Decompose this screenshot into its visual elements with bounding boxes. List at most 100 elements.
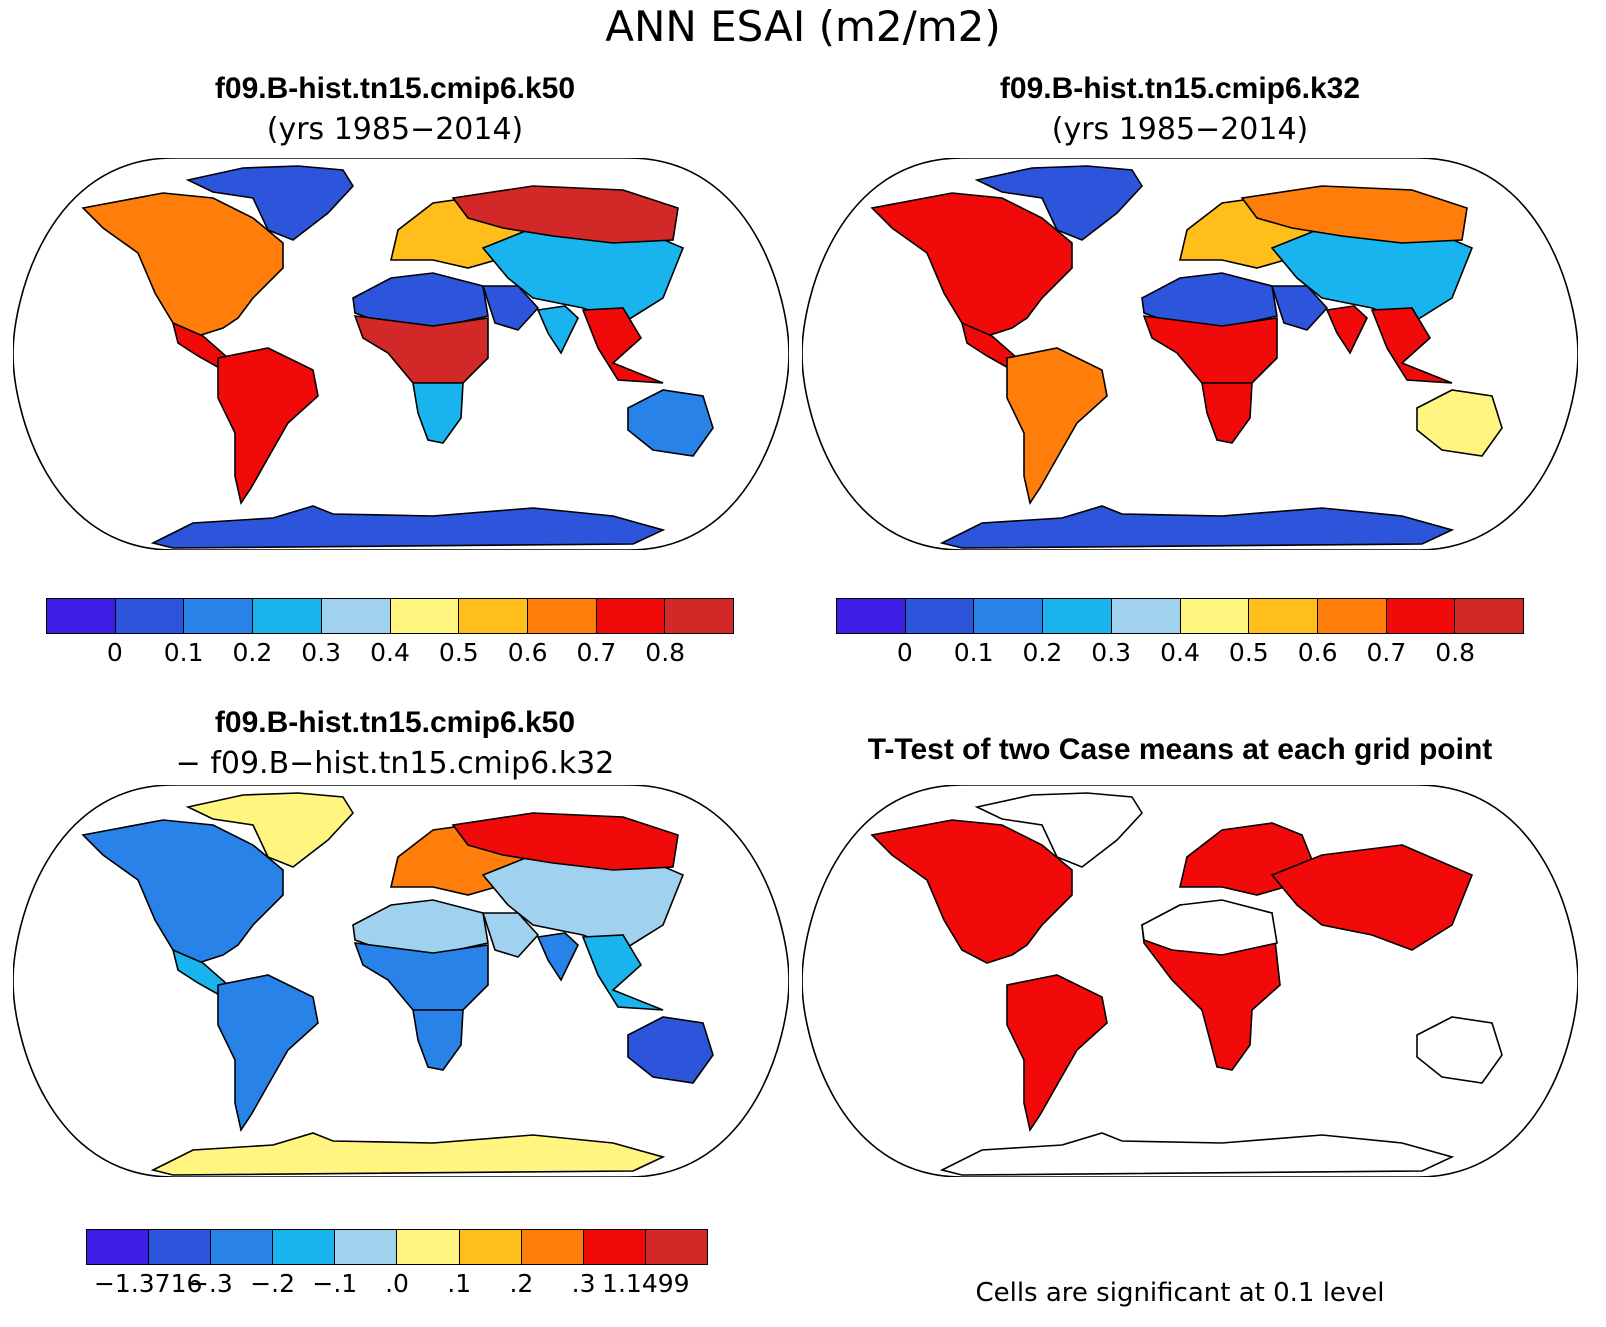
significance-note: Cells are significant at 0.1 level <box>975 1278 1385 1308</box>
colorbar-tick-label: 0.1 <box>953 638 994 667</box>
colorbar-tick-label: 0.4 <box>1160 638 1200 667</box>
colorbar-swatch <box>115 599 185 633</box>
panel-1-title: f09.B-hist.tn15.cmip6.k50 <box>214 72 576 105</box>
colorbar-swatch <box>335 1230 398 1264</box>
region-greenland <box>974 165 1144 241</box>
panel-2-colorbar <box>836 598 1524 634</box>
region-north-america <box>870 192 1073 337</box>
region-antarctica <box>150 505 666 549</box>
region-southern-africa <box>412 1009 464 1071</box>
colorbar-tick-label: 0.4 <box>370 638 410 667</box>
colorbar-tick-label: 0.8 <box>1435 638 1476 667</box>
region-greenland <box>185 165 355 241</box>
panel-1-subtitle: (yrs 1985−2014) <box>266 112 524 147</box>
panel-2-map-svg <box>802 158 1578 550</box>
colorbar-swatch <box>1317 599 1387 633</box>
region-india <box>536 932 579 982</box>
region-arabia <box>481 285 540 331</box>
region-north-america <box>81 819 284 964</box>
region-india <box>536 305 579 355</box>
colorbar-swatch <box>184 599 254 633</box>
colorbar-swatch <box>253 599 322 633</box>
colorbar-swatch <box>1386 599 1456 633</box>
colorbar-swatch <box>645 1230 707 1264</box>
map-border <box>13 785 789 1177</box>
colorbar-tick-label: 0 <box>896 638 913 667</box>
colorbar-swatch <box>321 599 391 633</box>
region-sahara <box>352 272 489 329</box>
colorbar-swatch <box>905 599 975 633</box>
region-southern-africa <box>1201 382 1253 444</box>
panel-2-map <box>802 158 1578 550</box>
region-australia <box>1416 389 1503 457</box>
region-south-america <box>1006 347 1108 506</box>
colorbar-swatch <box>596 599 666 633</box>
colorbar-tick-label: 0.5 <box>1228 638 1269 667</box>
panel-3-map <box>13 785 789 1177</box>
map-border <box>802 158 1578 550</box>
region-se-asia <box>581 934 664 1011</box>
region-greenland <box>974 792 1144 868</box>
panel-2-subtitle: (yrs 1985−2014) <box>1051 112 1309 147</box>
colorbar-tick-label: −1.3716 <box>93 1269 203 1298</box>
region-arabia <box>481 912 540 958</box>
region-south-america <box>217 974 319 1133</box>
panel-3-map-svg <box>13 785 789 1177</box>
region-antarctica <box>939 1132 1455 1176</box>
colorbar-tick-label: .2 <box>509 1269 534 1298</box>
map-border <box>802 785 1578 1177</box>
panel-4-map-svg <box>802 785 1578 1177</box>
colorbar-swatch <box>837 599 906 633</box>
region-se-asia <box>581 307 664 384</box>
colorbar-swatch <box>390 599 460 633</box>
colorbar-swatch <box>1455 599 1524 633</box>
panel-3-title: f09.B-hist.tn15.cmip6.k50 <box>214 706 576 739</box>
panel-1-colorbar <box>46 598 734 634</box>
region-siberia <box>451 812 679 871</box>
region-australia <box>627 1016 714 1084</box>
region-sahara <box>352 899 489 956</box>
region-antarctica <box>150 1132 666 1176</box>
colorbar-tick-label: −.1 <box>312 1269 358 1298</box>
region-sahara <box>1141 899 1278 956</box>
region-southern-africa <box>412 382 464 444</box>
colorbar-tick-label: −.3 <box>187 1269 233 1298</box>
colorbar-tick-label: 0.7 <box>1366 638 1407 667</box>
colorbar-swatch <box>583 1230 646 1264</box>
colorbar-tick-label: 0.8 <box>645 638 686 667</box>
region-sahara <box>1141 272 1278 329</box>
colorbar-tick-label: .0 <box>385 1269 409 1298</box>
colorbar-tick-label: −.2 <box>250 1269 295 1298</box>
region-south-america <box>1006 974 1108 1133</box>
panel-1-map <box>13 158 789 550</box>
region-south-america <box>217 347 319 506</box>
colorbar-tick-label: 0.5 <box>438 638 479 667</box>
colorbar-swatch <box>87 1230 150 1264</box>
colorbar-tick-label: 0.2 <box>232 638 273 667</box>
colorbar-tick-label: 1.1499 <box>602 1269 690 1298</box>
colorbar-tick-label: 0.1 <box>163 638 204 667</box>
region-arabia <box>1270 285 1329 331</box>
colorbar-swatch <box>459 599 528 633</box>
colorbar-tick-label: 0.2 <box>1022 638 1063 667</box>
colorbar-swatch <box>149 1230 212 1264</box>
colorbar-swatch <box>974 599 1044 633</box>
colorbar-swatch <box>665 599 734 633</box>
colorbar-swatch <box>211 1230 274 1264</box>
region-siberia <box>1240 185 1468 244</box>
colorbar-tick-label: 0.6 <box>1297 638 1338 667</box>
colorbar-tick-label: 0.3 <box>301 638 342 667</box>
figure-title: ANN ESAI (m2/m2) <box>605 2 1001 51</box>
region-india <box>1325 305 1368 355</box>
colorbar-swatch <box>397 1230 460 1264</box>
colorbar-tick-label: 0.3 <box>1091 638 1132 667</box>
region-asia <box>1270 844 1474 951</box>
colorbar-tick-label: .3 <box>571 1269 596 1298</box>
panel-3-colorbar <box>86 1229 708 1265</box>
colorbar-swatch <box>47 599 116 633</box>
colorbar-swatch <box>1111 599 1181 633</box>
colorbar-swatch <box>521 1230 584 1264</box>
colorbar-swatch <box>1249 599 1318 633</box>
colorbar-tick-label: 0 <box>106 638 123 667</box>
region-australia <box>1416 1016 1503 1084</box>
